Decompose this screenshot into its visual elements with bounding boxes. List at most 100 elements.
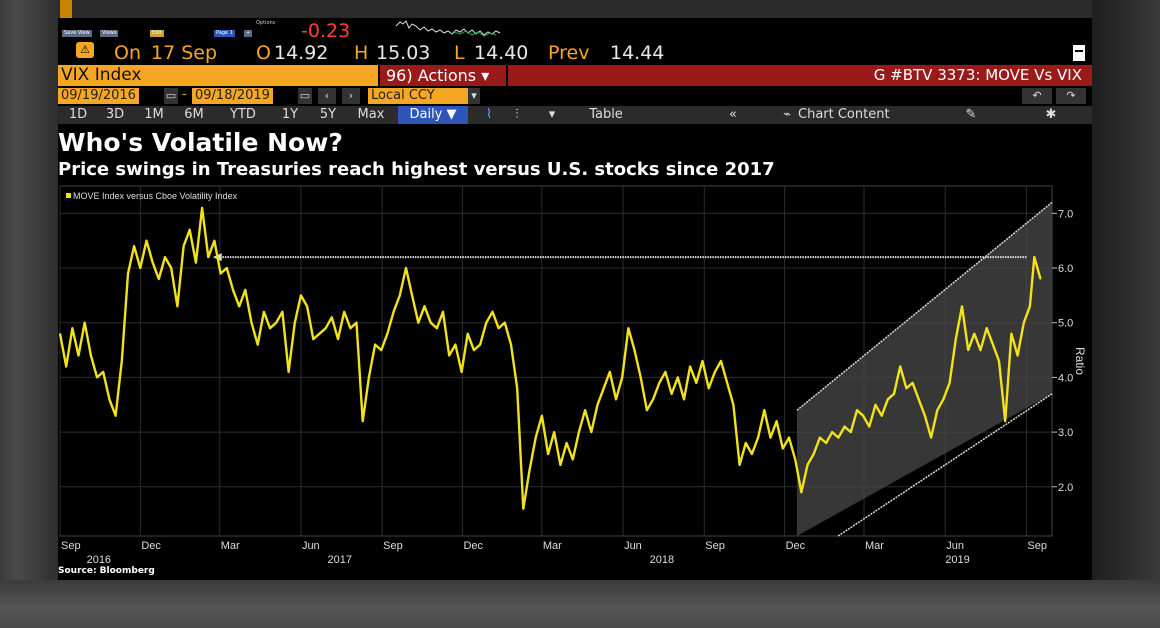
data-point	[65, 365, 67, 368]
chart-source: Source: Bloomberg	[58, 566, 155, 576]
data-point	[1004, 420, 1006, 422]
data-point	[176, 305, 178, 307]
prev-range-button[interactable]: ‹	[318, 88, 336, 104]
data-point	[664, 371, 667, 373]
data-point	[584, 409, 586, 411]
data-point	[152, 261, 154, 264]
data-point	[121, 360, 123, 362]
data-point	[572, 458, 574, 461]
start-calendar-icon[interactable]: ▭	[164, 88, 178, 104]
data-point	[596, 404, 599, 406]
low-label: L	[454, 42, 465, 64]
chart-content-button[interactable]: Chart Content	[798, 107, 890, 122]
period-max[interactable]: Max	[357, 107, 385, 122]
on-label: On	[114, 42, 141, 64]
table-button[interactable]: Table	[589, 107, 623, 122]
export-icon[interactable]	[1072, 44, 1086, 62]
page-button[interactable]: Page 1	[214, 30, 235, 37]
data-point	[930, 436, 932, 439]
period-6m[interactable]: 6M	[184, 107, 204, 122]
data-point	[603, 387, 605, 389]
quote-date: 17 Sep	[151, 42, 218, 64]
data-point	[145, 240, 148, 242]
edit-button[interactable]: Edit	[150, 30, 164, 37]
save-view-button[interactable]: Save View	[62, 30, 92, 37]
data-point	[701, 360, 704, 362]
currency-select[interactable]: Local CCY	[368, 88, 470, 104]
data-point	[955, 338, 957, 340]
bar-style-icon[interactable]: ⫶	[515, 107, 519, 122]
security-name[interactable]: VIX Index	[58, 65, 378, 86]
data-point	[720, 360, 722, 362]
data-point	[856, 409, 858, 411]
ticker-icon: ⚠	[76, 42, 94, 58]
data-point	[757, 436, 759, 439]
channel-upper-line	[796, 201, 1053, 411]
style-dropdown-icon[interactable]: ▾	[548, 107, 556, 122]
start-date-field[interactable]: 09/19/2016	[58, 88, 139, 104]
data-point	[949, 382, 951, 384]
collapse-icon[interactable]: «	[729, 107, 737, 122]
options-button[interactable]: Options	[256, 20, 276, 26]
redo-icon[interactable]: ↷	[1056, 88, 1086, 104]
data-point	[71, 327, 73, 329]
y-axis-label: Ratio	[1073, 347, 1087, 375]
data-point	[300, 294, 302, 296]
add-page-button[interactable]: +	[244, 30, 253, 37]
frequency-select[interactable]: Daily ▼	[398, 106, 468, 124]
data-point	[850, 431, 852, 433]
actions-button[interactable]: 96) Actions ▾	[380, 65, 506, 86]
period-ytd[interactable]: YTD	[230, 107, 256, 122]
data-point	[473, 349, 475, 351]
data-point	[84, 322, 86, 324]
x-tick-label: Dec	[463, 540, 483, 552]
data-point	[924, 415, 926, 417]
end-calendar-icon[interactable]: ▭	[298, 88, 312, 104]
data-point	[269, 327, 271, 329]
data-point	[973, 333, 975, 335]
data-point	[158, 278, 160, 280]
data-point	[355, 322, 358, 324]
data-point	[547, 453, 549, 455]
data-point	[405, 267, 407, 269]
y-tick-label: 7.0	[1058, 208, 1073, 220]
data-point	[275, 322, 277, 324]
data-point	[671, 393, 673, 395]
line-chart-icon[interactable]: ⌇	[485, 107, 493, 122]
x-tick-label: Sep	[61, 540, 81, 552]
data-point	[244, 289, 246, 291]
data-point	[986, 327, 988, 329]
edit-icon[interactable]: ✎	[965, 107, 977, 122]
data-point	[695, 382, 697, 384]
data-point	[942, 398, 945, 400]
data-point	[337, 338, 339, 340]
data-point	[436, 327, 438, 329]
x-tick-label: Dec	[141, 540, 161, 552]
period-1m[interactable]: 1M	[144, 107, 164, 122]
y-tick-label: 6.0	[1058, 263, 1073, 275]
period-5y[interactable]: 5Y	[319, 107, 337, 122]
next-range-button[interactable]: ›	[342, 88, 360, 104]
period-1y[interactable]: 1Y	[281, 107, 299, 122]
data-point	[627, 327, 629, 329]
data-point	[1039, 278, 1042, 280]
currency-dropdown-icon[interactable]: ▾	[468, 88, 480, 104]
date-range-row: 09/19/2016 ▭ - 09/18/2019 ▭ ‹ › Local CC…	[58, 87, 1092, 105]
security-row: VIX Index 96) Actions ▾ G #BTV 3373: MOV…	[58, 65, 1092, 86]
views-button[interactable]: Views	[100, 30, 119, 37]
chart-content-icon[interactable]: ⌁	[783, 107, 791, 122]
data-point	[528, 469, 531, 471]
x-year-label: 2019	[945, 554, 969, 566]
period-3d[interactable]: 3D	[105, 107, 125, 122]
settings-gear-icon[interactable]: ✱	[1045, 107, 1057, 122]
period-1d[interactable]: 1D	[68, 107, 88, 122]
data-point	[782, 447, 784, 450]
data-point	[843, 426, 846, 428]
data-point	[837, 436, 840, 439]
undo-icon[interactable]: ↶	[1022, 88, 1052, 104]
data-point	[362, 420, 364, 422]
data-point	[911, 382, 914, 384]
end-date-field[interactable]: 09/18/2019	[192, 88, 273, 104]
data-point	[979, 349, 982, 351]
data-point	[491, 311, 494, 313]
